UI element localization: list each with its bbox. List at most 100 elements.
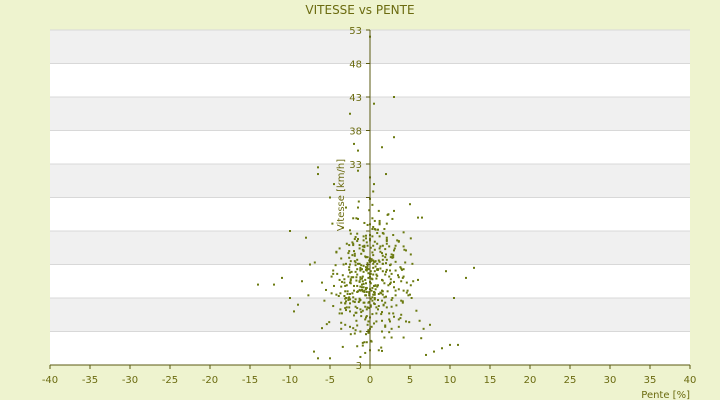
data-point <box>348 244 351 247</box>
data-point <box>351 292 354 295</box>
data-point <box>373 293 376 296</box>
data-point <box>355 319 358 322</box>
data-point <box>409 203 411 206</box>
data-point <box>381 349 383 352</box>
data-point <box>348 266 351 269</box>
data-point <box>367 331 370 334</box>
data-point <box>372 244 375 247</box>
data-point <box>415 309 418 312</box>
data-point <box>297 303 299 306</box>
data-point <box>385 268 388 271</box>
data-point <box>358 244 361 247</box>
data-point <box>366 323 369 326</box>
data-point <box>389 281 392 284</box>
data-point <box>376 232 379 235</box>
data-point <box>383 282 386 285</box>
data-point <box>381 311 383 314</box>
data-point <box>361 288 363 291</box>
data-point <box>357 206 359 209</box>
data-point <box>374 288 377 291</box>
data-point <box>361 341 364 344</box>
data-point <box>355 217 358 220</box>
data-point <box>405 281 408 284</box>
x-tick-label: 35 <box>644 375 657 386</box>
data-point <box>317 357 319 360</box>
data-point <box>257 283 259 286</box>
data-point <box>385 173 387 176</box>
data-point <box>402 275 405 278</box>
data-point <box>397 288 400 291</box>
data-point <box>372 190 375 193</box>
data-point <box>356 240 359 243</box>
data-point <box>366 223 369 226</box>
data-point <box>365 308 368 311</box>
data-point <box>409 284 412 287</box>
data-point <box>417 216 419 219</box>
data-point <box>384 256 387 259</box>
data-point <box>305 236 307 239</box>
data-point <box>377 268 379 271</box>
data-point <box>425 353 427 356</box>
data-point <box>328 321 331 324</box>
data-point <box>352 296 355 299</box>
data-point <box>349 325 351 328</box>
data-point <box>354 298 357 301</box>
data-point <box>341 274 344 277</box>
data-point <box>391 297 394 299</box>
data-point <box>365 290 368 293</box>
data-point <box>406 289 409 292</box>
data-point <box>389 269 391 272</box>
data-point <box>383 296 386 299</box>
data-point <box>349 333 352 336</box>
data-point <box>348 250 351 253</box>
data-point <box>335 251 338 254</box>
data-point <box>387 284 390 287</box>
data-point <box>401 300 404 303</box>
data-point <box>363 341 366 344</box>
data-point <box>361 268 363 271</box>
data-point <box>385 236 388 239</box>
data-point <box>365 315 368 318</box>
data-point <box>453 297 455 299</box>
x-tick-label: -5 <box>325 375 335 386</box>
data-point <box>433 350 435 353</box>
data-point <box>349 112 351 115</box>
data-point <box>365 286 368 289</box>
data-point <box>354 236 357 239</box>
data-point <box>393 247 396 250</box>
data-point <box>388 275 391 278</box>
data-point <box>376 285 379 288</box>
data-point <box>393 96 395 98</box>
data-point <box>386 213 389 216</box>
data-point <box>369 272 372 275</box>
data-point <box>357 169 359 172</box>
data-point <box>344 307 347 310</box>
data-point <box>383 227 386 230</box>
data-point <box>378 223 381 226</box>
data-point <box>344 323 347 326</box>
data-point <box>381 299 383 302</box>
data-point <box>333 183 335 186</box>
data-point <box>400 313 403 316</box>
data-point <box>358 262 361 265</box>
data-point <box>384 248 387 251</box>
data-point <box>388 318 391 321</box>
data-point <box>393 136 395 139</box>
data-point <box>329 357 331 360</box>
data-point <box>407 294 410 297</box>
data-point <box>382 304 385 307</box>
data-point <box>360 252 363 255</box>
data-point <box>377 299 379 302</box>
data-point <box>361 309 364 312</box>
data-point <box>356 258 359 261</box>
data-point <box>348 306 351 309</box>
data-point <box>365 341 368 344</box>
data-point <box>389 256 392 259</box>
data-point <box>377 305 380 308</box>
data-point <box>373 322 375 325</box>
data-point <box>377 308 379 311</box>
data-point <box>393 209 395 212</box>
data-point <box>357 301 360 304</box>
data-point <box>409 237 412 240</box>
data-point <box>364 278 367 281</box>
